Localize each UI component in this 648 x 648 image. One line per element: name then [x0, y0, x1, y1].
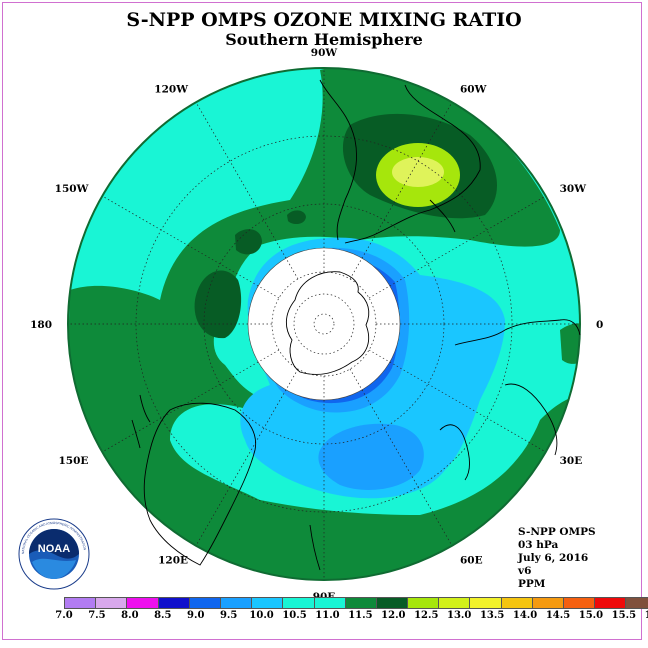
- lon-label-90w: 90W: [311, 47, 338, 59]
- field-12-patch-1: [194, 270, 242, 339]
- colorbar-tick-label: 16.0: [645, 610, 648, 621]
- colorbar-swatch: [564, 598, 596, 608]
- colorbar-swatch: [595, 598, 627, 608]
- lon-label-30w: 30W: [560, 183, 587, 195]
- lon-label-60e: 60E: [460, 555, 483, 567]
- colorbar-tick-label: 15.5: [611, 610, 637, 621]
- colorbar-swatch: [96, 598, 128, 608]
- colorbar-tick-label: 12.0: [381, 610, 406, 621]
- colorbar-tick-label: 11.5: [348, 610, 373, 621]
- colorbar-swatch: [626, 598, 648, 608]
- info-pressure-level: 03 hPa: [518, 539, 559, 551]
- colorbar-swatch: [376, 598, 409, 608]
- colorbar-tick-label: 7.0: [55, 610, 73, 621]
- polar-night-disk: [248, 248, 400, 400]
- colorbar-swatch: [252, 598, 284, 608]
- field-9-5-10-south: [318, 423, 424, 490]
- page-subtitle: Southern Hemisphere: [225, 30, 423, 49]
- info-block: S-NPP OMPS 03 hPa July 6, 2016 v6 PPM: [518, 526, 596, 591]
- logo-text: NOAA: [38, 543, 70, 555]
- colorbar-swatch: [283, 598, 315, 608]
- lon-label-120e: 120E: [158, 555, 188, 567]
- colorbar-swatch: [65, 598, 97, 608]
- indian-ocean-islands: [309, 199, 456, 571]
- colorbar-tick-label: 9.0: [187, 610, 205, 621]
- antarctica-coast: [285, 271, 370, 375]
- colorbar-tick-label: 10.5: [282, 610, 307, 621]
- colorbar-swatch: [408, 598, 440, 608]
- new-zealand-coast: [131, 394, 151, 449]
- colorbar-tick-label: 10.0: [249, 610, 274, 621]
- lon-label-0: 0: [596, 319, 603, 331]
- coastlines: [131, 79, 581, 571]
- colorbar-tick-label: 14.0: [512, 610, 538, 621]
- lon-label-150e: 150E: [58, 455, 88, 467]
- south-america-coast: [319, 79, 481, 244]
- field-11-12-east: [560, 323, 580, 364]
- colorbar: [64, 597, 648, 609]
- colorbar-swatch: [532, 598, 564, 608]
- info-version: v6: [518, 565, 532, 577]
- colorbar-tick-label: 8.0: [121, 610, 139, 621]
- graticule: [68, 68, 580, 580]
- colorbar-tick-label: 7.5: [88, 610, 106, 621]
- colorbar-tick-label: 13.5: [479, 610, 505, 621]
- colorbar-swatch: [189, 598, 221, 608]
- lon-label-120w: 120W: [154, 83, 188, 95]
- figure-frame: [2, 2, 642, 640]
- lon-label-180: 180: [30, 319, 52, 331]
- colorbar-tick-label: 12.5: [414, 610, 439, 621]
- globe-outline: [67, 67, 581, 581]
- lon-label-30e: 30E: [560, 455, 583, 467]
- colorbar-swatch: [345, 598, 377, 608]
- colorbar-ticks: 7.0 7.5 8.0 8.5 9.0 9.5 10.0 10.5 11.0 11.5 12.0 12…: [55, 610, 648, 624]
- colorbar-swatch: [220, 598, 253, 608]
- noaa-logo: NOAA NATIONAL OCEANIC AND ATMOSPHERIC AD…: [18, 518, 90, 590]
- colorbar-swatch: [158, 598, 190, 608]
- colorbar-swatch: [470, 598, 502, 608]
- field-12-patch-2: [235, 229, 262, 255]
- australia-coast: [143, 402, 257, 566]
- info-instrument: S-NPP OMPS: [518, 526, 596, 538]
- africa-coast: [439, 319, 581, 481]
- colorbar-swatch: [314, 598, 346, 608]
- colorbar-tick-label: 15.0: [578, 610, 604, 621]
- field-13-core: [392, 157, 444, 187]
- colorbar-swatch: [501, 598, 533, 608]
- info-units: PPM: [518, 578, 546, 590]
- colorbar-tick-label: 11.0: [315, 610, 340, 621]
- colorbar-tick-label: 8.5: [154, 610, 172, 621]
- colorbar-tick-label: 14.5: [545, 610, 571, 621]
- colorbar-tick-label: 13.0: [447, 610, 472, 621]
- lon-label-60w: 60W: [460, 83, 487, 95]
- info-date: July 6, 2016: [518, 552, 589, 564]
- colorbar-swatch: [439, 598, 471, 608]
- lon-label-150w: 150W: [55, 183, 89, 195]
- colorbar-tick-label: 9.5: [219, 610, 238, 621]
- colorbar-swatch: [127, 598, 159, 608]
- field-12-patch-3: [287, 210, 306, 225]
- page-title: S-NPP OMPS OZONE MIXING RATIO: [126, 9, 522, 31]
